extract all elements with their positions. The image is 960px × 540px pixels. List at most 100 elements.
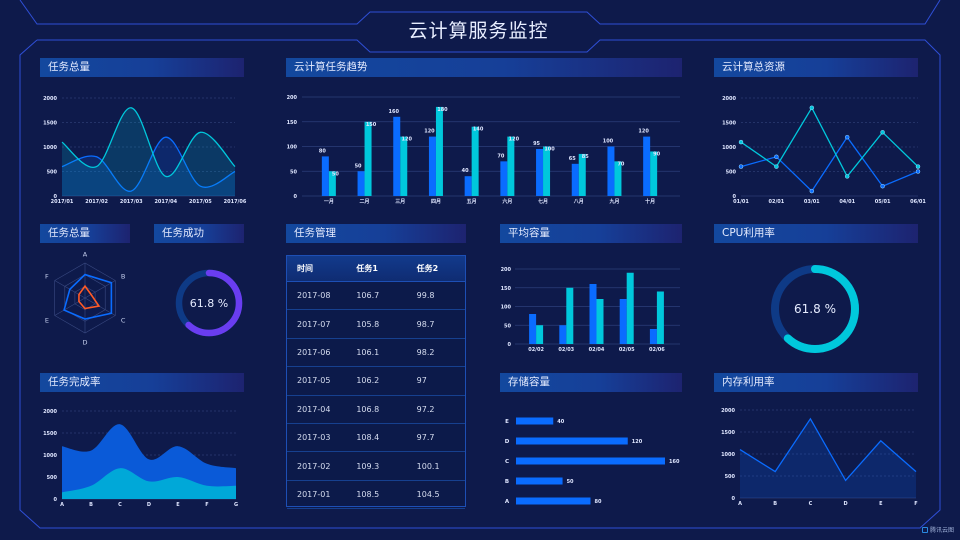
panel-header-trend: 云计算任务趋势: [286, 58, 682, 77]
line-point-02/01: [774, 154, 779, 160]
bar-九月-series1: [614, 161, 622, 196]
bar-value-label: 150: [366, 122, 377, 128]
hbar-value-label: 50: [567, 479, 574, 485]
line-point-05/01: [880, 183, 885, 189]
y-tick-label: 150: [501, 286, 512, 292]
table-row[interactable]: 2017-08 106.7 99.8: [287, 282, 465, 311]
chart-memory-area: 0 500 1000 1500 2000 A B C D E F: [721, 408, 918, 507]
x-tick-label: E: [176, 502, 180, 508]
table-row[interactable]: 2017-02 109.3 100.1: [287, 452, 465, 481]
line-point-03/01: [809, 105, 815, 111]
y-tick-label: 1500: [722, 121, 736, 127]
radar-axis: [84, 297, 116, 316]
radar-axis: [84, 280, 116, 299]
bar-value-label: 120: [402, 137, 413, 143]
radar-indicator-label: B: [121, 273, 125, 281]
x-tick-label: 九月: [608, 198, 619, 205]
bar-02/05-series0: [619, 299, 627, 344]
cell-task2: 104.5: [416, 489, 440, 499]
bar-02/04-series0: [589, 284, 597, 344]
hbar-B: [516, 477, 563, 485]
cell-task1: 109.3: [356, 461, 380, 471]
hbar-category-label: D: [505, 439, 510, 445]
hbar-category-label: E: [505, 419, 509, 425]
frame-main-border: [19, 39, 941, 529]
x-tick-label: 2017/06: [224, 199, 247, 205]
line-series0: [61, 136, 236, 192]
x-tick-label: 四月: [431, 198, 441, 205]
panel-header-storage: 存储容量: [500, 373, 682, 392]
logo-icon: [921, 526, 928, 533]
y-tick-label: 100: [287, 145, 298, 151]
radar-indicator-label: E: [45, 317, 49, 325]
line-point-06/01: [915, 169, 921, 174]
bar-value-label: 40: [462, 168, 469, 174]
chart-avg-capacity-bars: 0 50 100 150 200 02/02 02/03 02/04 02/05 02/06: [501, 267, 680, 353]
bar-十月-series1: [650, 151, 658, 196]
y-tick-label: 500: [47, 475, 58, 481]
y-tick-label: 1000: [722, 145, 736, 151]
hbar-value-label: 80: [595, 499, 602, 505]
y-tick-label: 200: [287, 95, 298, 101]
panel-header-completion: 任务完成率: [40, 373, 244, 392]
y-tick-label: 0: [508, 342, 512, 348]
panel-header-avg-capacity: 平均容量: [500, 224, 682, 243]
x-tick-label: 一月: [324, 198, 334, 205]
x-tick-label: F: [205, 502, 208, 508]
x-tick-label: E: [879, 501, 883, 507]
bar-五月-series1: [471, 126, 479, 196]
radar-indicator-label: D: [82, 339, 87, 347]
bar-十月-series0: [643, 136, 651, 196]
hbar-value-label: 120: [632, 439, 643, 445]
x-tick-label: 二月: [360, 198, 370, 205]
gauge-value-label: 61.8 %: [794, 302, 836, 316]
chart-storage-hbars: E 40 D 120 C 160 B 50 A 80: [505, 417, 680, 505]
x-tick-label: 02/05: [619, 347, 635, 353]
bar-二月-series0: [357, 171, 365, 196]
table-row[interactable]: 2017-03 108.4 97.7: [287, 424, 465, 453]
y-tick-label: 1000: [43, 453, 57, 459]
line-series1: [740, 106, 919, 178]
hbar-category-label: B: [505, 479, 509, 485]
x-tick-label: 五月: [467, 198, 477, 205]
y-tick-label: 0: [294, 194, 298, 200]
table-row[interactable]: 2017-06 106.1 98.2: [287, 339, 465, 368]
cell-task1: 108.4: [356, 433, 380, 443]
table-row[interactable]: 2017-05 106.2 97: [287, 367, 465, 396]
cell-task1: 106.2: [356, 376, 380, 386]
column-header-task1: 任务1: [356, 264, 378, 273]
bar-一月-series1: [328, 171, 336, 196]
x-tick-label: 2017/02: [85, 199, 108, 205]
cell-task2: 98.7: [416, 319, 435, 329]
x-tick-label: 2017/04: [154, 199, 177, 205]
y-tick-label: 50: [504, 323, 511, 329]
column-header-time: 时间: [297, 264, 313, 273]
bar-02/03-series1: [566, 287, 574, 344]
bar-三月-series0: [393, 116, 401, 196]
y-tick-label: 1000: [721, 452, 735, 458]
cell-task2: 97: [416, 376, 427, 386]
panel-header-task-manage: 任务管理: [286, 224, 466, 243]
bar-value-label: 120: [638, 129, 649, 135]
x-tick-label: 06/01: [910, 199, 926, 205]
bar-value-label: 65: [569, 156, 576, 162]
x-tick-label: 六月: [502, 198, 512, 205]
x-tick-label: 三月: [395, 198, 405, 205]
y-tick-label: 200: [501, 267, 512, 273]
line-point-04/01: [844, 174, 850, 179]
x-tick-label: 05/01: [875, 199, 891, 205]
table-row[interactable]: 2017-01 108.5 104.5: [287, 481, 465, 510]
chart-task-total-area: 0 500 1000 1500 2000 2017/01 2017/02 2017/03 201…: [43, 96, 247, 205]
cell-task2: 97.2: [416, 404, 435, 414]
y-tick-label: 500: [726, 170, 737, 176]
table-row[interactable]: 2017-04 106.8 97.2: [287, 396, 465, 424]
radar-indicator-label: C: [121, 317, 126, 325]
x-tick-label: 02/03: [558, 347, 574, 353]
gauge-fill: [175, 269, 243, 337]
x-tick-label: B: [89, 502, 93, 508]
hbar-category-label: A: [505, 499, 510, 505]
table-row[interactable]: 2017-07 105.8 98.7: [287, 310, 465, 339]
hbar-A: [516, 497, 591, 505]
cell-task1: 106.7: [356, 291, 380, 301]
x-tick-label: 2017/03: [120, 199, 143, 205]
